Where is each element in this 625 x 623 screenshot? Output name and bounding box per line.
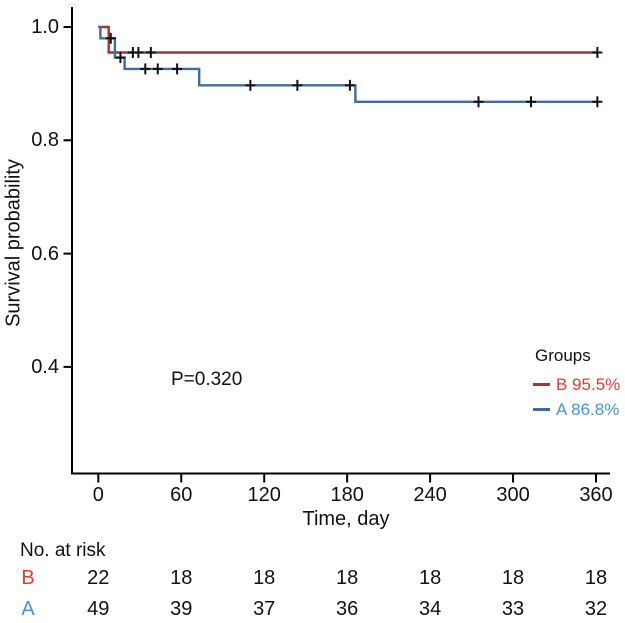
- y-tick-label: 0.4: [31, 355, 59, 378]
- risk-count-a-day60: 39: [170, 598, 193, 620]
- risk-group-label-a: A: [21, 598, 35, 620]
- risk-count-b-day180: 18: [336, 567, 359, 589]
- survival-curve-a: [98, 25, 598, 103]
- survival-curve-b: [98, 25, 598, 54]
- risk-count-b-day120: 18: [253, 567, 276, 589]
- x-tick-label: 180: [330, 484, 364, 506]
- x-tick-label: 120: [247, 484, 281, 506]
- legend-line-swatch-b: [533, 383, 550, 386]
- x-tick-label: 240: [413, 484, 447, 506]
- y-tick-label: 1.0: [31, 16, 59, 38]
- risk-count-b-day0: 22: [87, 567, 110, 589]
- risk-table-title: No. at risk: [20, 540, 106, 561]
- legend-line-swatch-a: [533, 408, 550, 411]
- x-axis-title: Time, day: [302, 508, 390, 530]
- risk-count-a-day120: 37: [253, 598, 276, 620]
- risk-count-a-day360: 32: [584, 598, 608, 620]
- x-tick-label: 360: [579, 484, 613, 506]
- risk-count-a-day300: 33: [501, 598, 525, 620]
- risk-count-a-day0: 49: [87, 598, 110, 620]
- x-tick-label: 0: [92, 484, 104, 506]
- risk-group-label-b: B: [21, 567, 35, 589]
- risk-count-b-day300: 18: [501, 567, 525, 589]
- legend-entry-group-b: B 95.5%: [533, 372, 620, 397]
- y-tick-label: 0.6: [31, 242, 59, 265]
- risk-count-b-day240: 18: [418, 567, 442, 589]
- y-tick-label: 0.8: [31, 129, 59, 152]
- legend-title: Groups: [535, 346, 591, 365]
- legend-entry-group-a: A 86.8%: [533, 397, 620, 422]
- legend-label-a: A 86.8%: [556, 399, 620, 419]
- legend: Groups B 95.5% A 86.8%: [533, 346, 620, 422]
- risk-count-b-day60: 18: [170, 567, 193, 589]
- legend-label-b: B 95.5%: [556, 374, 621, 394]
- x-tick-label: 60: [170, 484, 193, 506]
- x-tick-label: 300: [496, 484, 530, 506]
- risk-count-a-day180: 36: [336, 598, 359, 620]
- risk-count-a-day240: 34: [418, 598, 442, 620]
- risk-count-b-day360: 18: [584, 567, 608, 589]
- p-value-annotation: P=0.320: [171, 369, 243, 390]
